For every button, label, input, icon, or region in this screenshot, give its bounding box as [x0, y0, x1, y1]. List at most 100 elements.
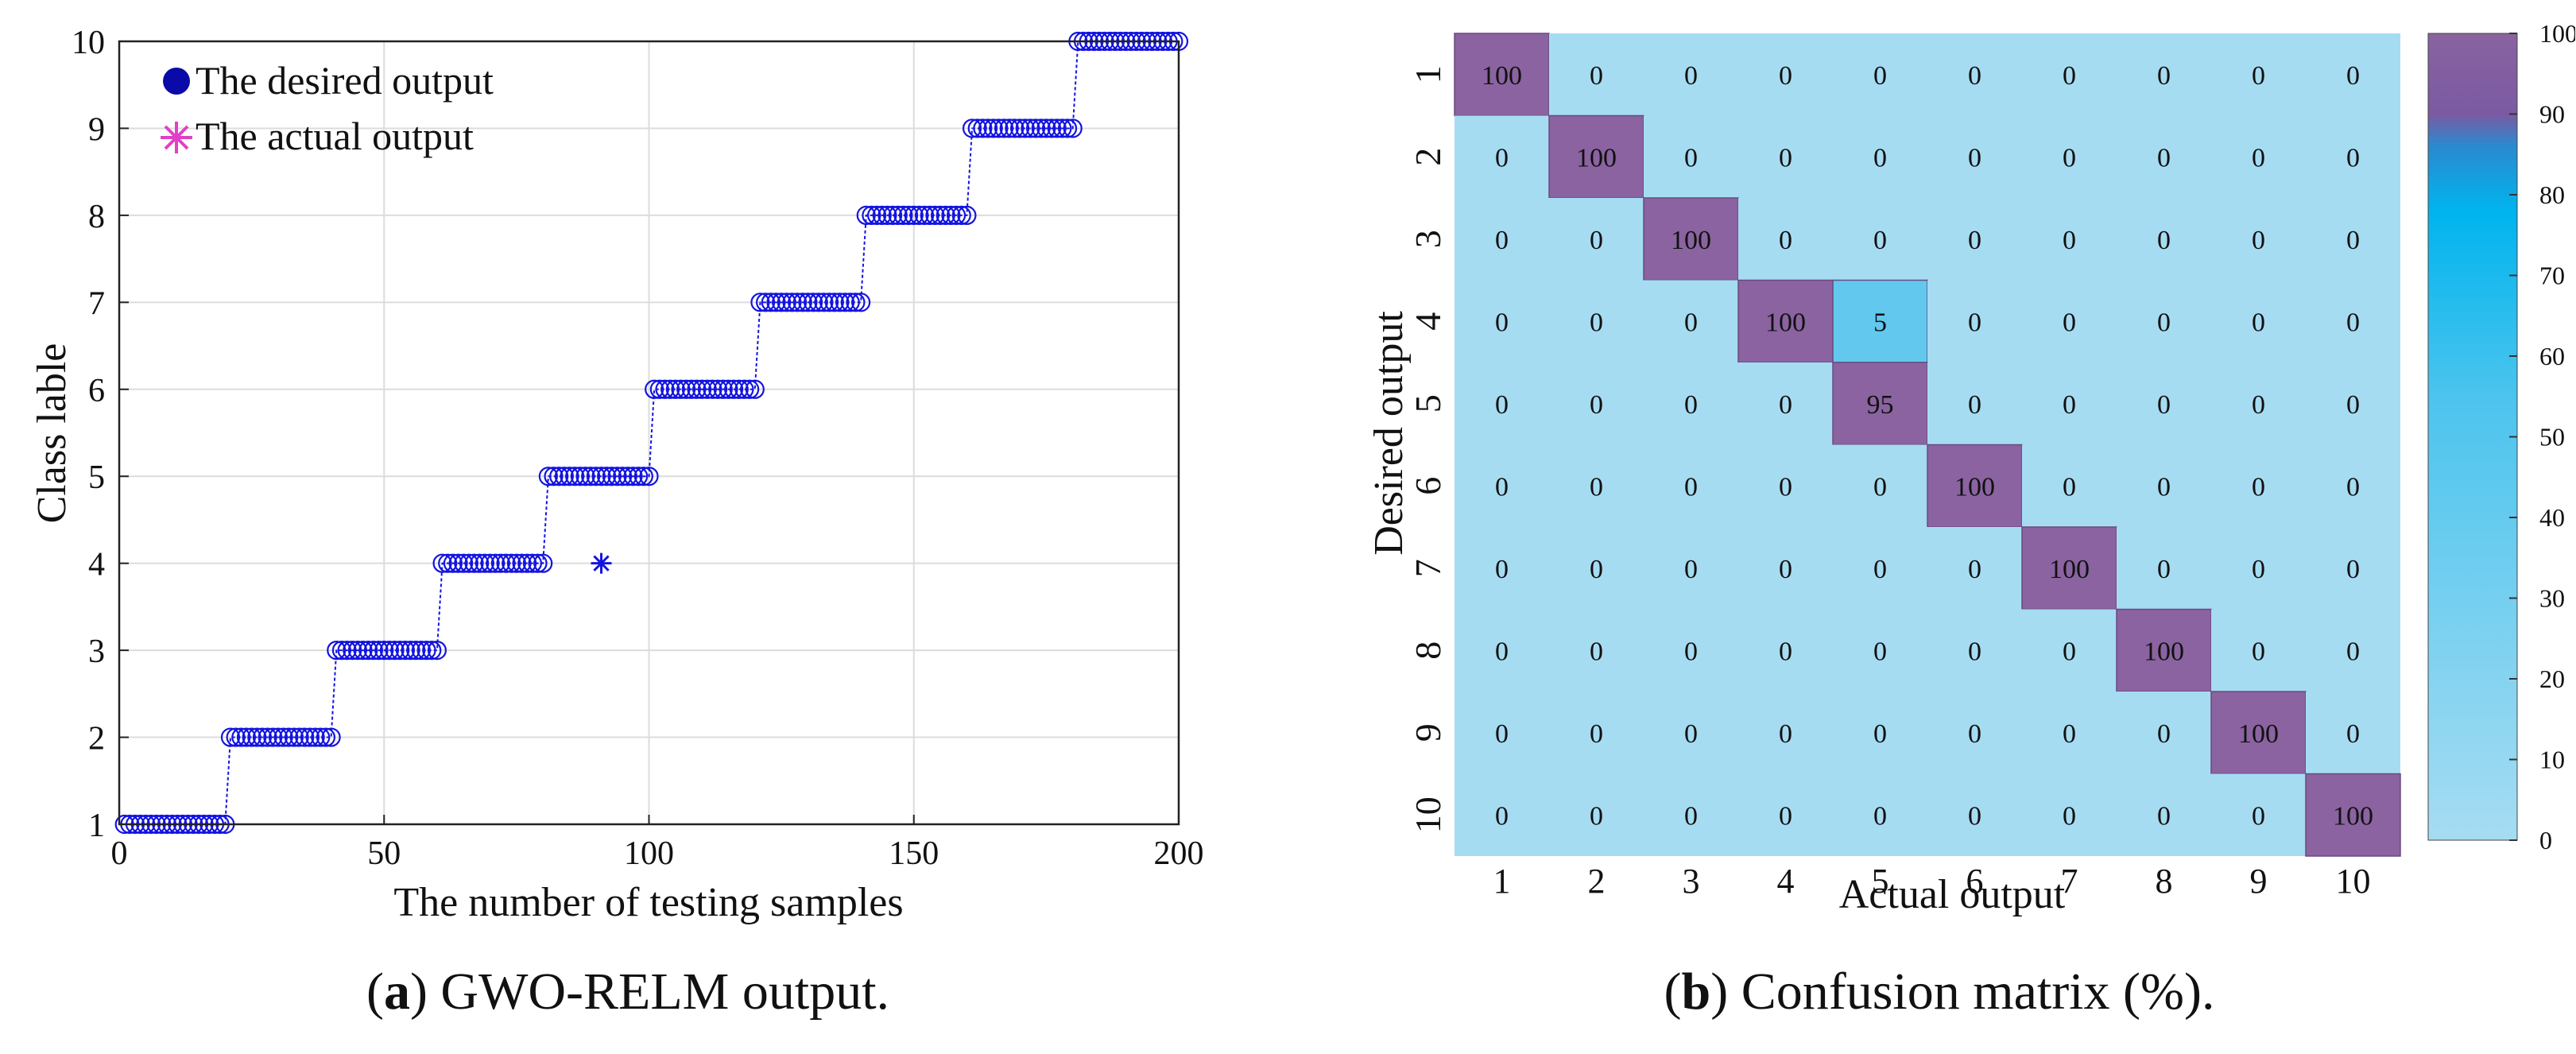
matrix-cell	[1737, 279, 1834, 363]
matrix-cell	[2306, 362, 2400, 445]
matrix-cell-value: 0	[2063, 390, 2076, 420]
desired-output-point	[517, 553, 537, 573]
matrix-cell	[1455, 773, 1549, 856]
desired-output-point	[379, 641, 400, 661]
matrix-cell-value: 0	[2063, 61, 2076, 91]
matrix-cell-value: 0	[2346, 308, 2360, 337]
column-label: 2	[1588, 862, 1606, 901]
desired-output-point	[470, 553, 490, 573]
matrix-cell	[1927, 33, 2022, 116]
desired-output-point	[528, 553, 548, 573]
column-label: 9	[2250, 862, 2268, 901]
desired-output-point	[645, 379, 664, 399]
colorbar-tick-label: 100	[2539, 19, 2575, 48]
matrix-cell-value: 0	[2346, 390, 2360, 420]
matrix-cell-value: 0	[2252, 801, 2265, 831]
matrix-cell	[2117, 444, 2211, 527]
caption-a: (a) GWO-RELM output.	[366, 963, 890, 1021]
matrix-cell-value: 0	[1968, 555, 1981, 584]
desired-output-point	[819, 293, 839, 312]
matrix-cell-value: 0	[2252, 226, 2265, 255]
matrix-cell	[1833, 115, 1927, 198]
row-label: 4	[1408, 312, 1448, 331]
desired-output-point	[300, 727, 320, 747]
column-label: 10	[2336, 862, 2371, 901]
matrix-cell	[1644, 362, 1738, 445]
colorbar-tick-label: 80	[2539, 180, 2565, 209]
desired-output-point	[850, 293, 871, 312]
desired-output-point	[687, 379, 707, 399]
matrix-cell	[1644, 527, 1738, 610]
column-label: 3	[1683, 862, 1700, 901]
matrix-cell	[1833, 444, 1927, 527]
desired-output-point	[697, 379, 717, 399]
desired-output-point	[846, 293, 866, 312]
desired-output-point	[374, 641, 394, 661]
matrix-cell	[2305, 773, 2401, 857]
colorbar-tick-label: 90	[2539, 100, 2565, 129]
matrix-cell	[1927, 773, 2022, 856]
matrix-cell-value: 0	[2063, 472, 2076, 502]
matrix-cell	[2022, 33, 2117, 116]
desired-output-point	[655, 379, 675, 399]
desired-output-point	[623, 467, 643, 486]
desired-output-point	[560, 467, 579, 486]
desired-output-point	[1021, 118, 1040, 138]
matrix-cell	[1927, 280, 2022, 362]
y-axis-label: Class lable	[29, 343, 75, 524]
column-label: 1	[1493, 862, 1511, 901]
desired-output-point	[586, 467, 606, 486]
desired-output-point	[724, 379, 744, 399]
matrix-cells	[1454, 33, 2401, 857]
desired-output-point	[978, 118, 998, 138]
matrix-cell-value: 0	[1873, 226, 1887, 255]
desired-output-point	[766, 293, 786, 312]
desired-output-point	[385, 641, 405, 661]
matrix-cell-value: 0	[2252, 637, 2265, 666]
matrix-cell	[2022, 773, 2117, 856]
matrix-cell	[1455, 115, 1549, 198]
matrix-cell	[2211, 527, 2306, 610]
legend-actual-marker	[161, 122, 192, 153]
desired-output-point	[633, 467, 653, 486]
matrix-cell	[2211, 33, 2306, 116]
y-tick-label: 2	[88, 721, 105, 758]
matrix-cell-value: 0	[1968, 801, 1981, 831]
matrix-cell-value: 100	[1482, 61, 1522, 91]
desired-output-point	[814, 293, 834, 312]
desired-output-point	[343, 641, 362, 661]
matrix-cell-value: 0	[2346, 472, 2360, 502]
matrix-cell	[2022, 198, 2117, 281]
desired-output-point	[544, 467, 564, 486]
desired-output-point	[914, 205, 935, 225]
matrix-cell	[2117, 692, 2211, 774]
desired-output-point	[804, 293, 823, 312]
row-label: 1	[1408, 65, 1448, 83]
legend: The desired output The actual output	[161, 58, 494, 158]
matrix-cell	[1927, 527, 2022, 610]
row-label: 7	[1408, 559, 1448, 577]
matrix-cell	[2211, 280, 2306, 362]
matrix-cell	[1549, 692, 1644, 774]
caption-b: (b) Confusion matrix (%).	[1664, 963, 2215, 1021]
desired-output-point	[252, 727, 273, 747]
legend-desired-label: The desired output	[196, 58, 494, 103]
desired-output-point	[549, 467, 569, 486]
column-label: 6	[1966, 862, 1984, 901]
desired-output-line	[124, 41, 1179, 825]
matrix-cell-value: 0	[2252, 472, 2265, 502]
desired-output-point	[327, 641, 347, 661]
y-tick-label: 7	[88, 285, 105, 322]
x-tick-label: 200	[1154, 835, 1204, 872]
matrix-cell	[1738, 773, 1833, 856]
matrix-cell-value: 0	[2157, 719, 2171, 749]
desired-output-point	[925, 205, 945, 225]
matrix-cell-value: 0	[1968, 719, 1981, 749]
matrix-cell-value: 0	[1684, 61, 1698, 91]
colorbar-tick-label: 0	[2539, 826, 2552, 854]
matrix-cell-value: 0	[1495, 143, 1509, 172]
desired-output-point	[448, 553, 468, 573]
x-axis-label: Actual output	[1839, 872, 2066, 917]
matrix-cell-value: 0	[1495, 226, 1509, 255]
x-tick-label: 100	[624, 835, 674, 872]
